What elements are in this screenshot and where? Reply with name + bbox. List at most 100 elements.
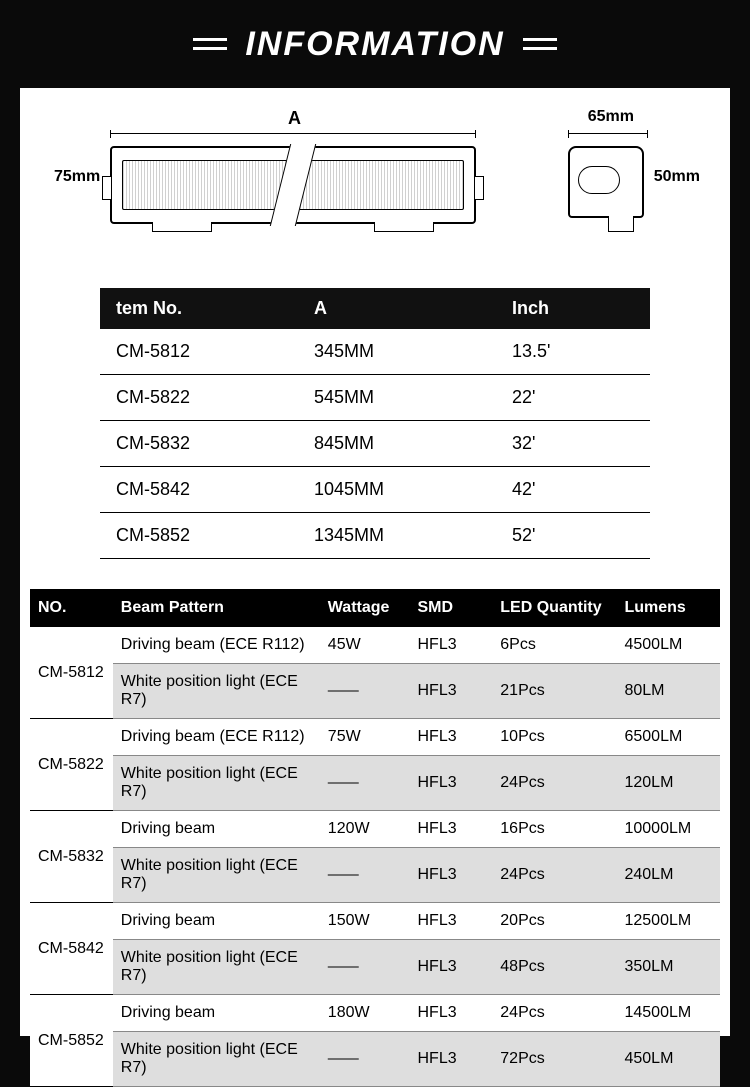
cell-no: CM-5842 — [100, 467, 298, 513]
cell-smd: HFL3 — [409, 1032, 492, 1087]
cell-a: 1045MM — [298, 467, 496, 513]
cell-no: CM-5822 — [100, 375, 298, 421]
cell-beam: White position light (ECE R7) — [113, 940, 320, 995]
cell-smd: HFL3 — [409, 940, 492, 995]
cell-no: CM-5812 — [30, 627, 113, 719]
cell-watt: 180W — [320, 995, 410, 1032]
cell-watt: 120W — [320, 811, 410, 848]
cell-watt: —— — [320, 756, 410, 811]
title-decor-right — [523, 38, 557, 50]
cell-beam: White position light (ECE R7) — [113, 848, 320, 903]
cell-ledq: 21Pcs — [492, 664, 616, 719]
th-watt: Wattage — [320, 589, 410, 627]
th-smd: SMD — [409, 589, 492, 627]
cell-lumens: 10000LM — [616, 811, 720, 848]
cell-ledq: 48Pcs — [492, 940, 616, 995]
cell-smd: HFL3 — [409, 756, 492, 811]
cell-lumens: 14500LM — [616, 995, 720, 1032]
table-row: CM-5822545MM22' — [100, 375, 650, 421]
cell-watt: 150W — [320, 903, 410, 940]
cell-beam: Driving beam (ECE R112) — [113, 627, 320, 664]
title-decor-left — [193, 38, 227, 50]
cell-no: CM-5812 — [100, 329, 298, 375]
table-row: CM-5812345MM13.5' — [100, 329, 650, 375]
cell-ledq: 16Pcs — [492, 811, 616, 848]
light-front-view — [110, 146, 476, 224]
table-row: White position light (ECE R7)——HFL324Pcs… — [30, 848, 720, 903]
table-row: CM-5832845MM32' — [100, 421, 650, 467]
cell-inch: 42' — [496, 467, 650, 513]
cell-no: CM-5852 — [30, 995, 113, 1087]
cell-beam: White position light (ECE R7) — [113, 664, 320, 719]
cell-beam: Driving beam — [113, 811, 320, 848]
cell-a: 845MM — [298, 421, 496, 467]
cell-no: CM-5832 — [30, 811, 113, 903]
cell-ledq: 24Pcs — [492, 995, 616, 1032]
content-panel: A 65mm 75mm 50mm tem No. A Inch CM-58123… — [20, 88, 730, 1036]
cell-smd: HFL3 — [409, 664, 492, 719]
dim-bar-65 — [568, 130, 648, 138]
cell-no: CM-5852 — [100, 513, 298, 559]
cell-no: CM-5842 — [30, 903, 113, 995]
cell-beam: Driving beam — [113, 995, 320, 1032]
table-row: CM-5852Driving beam180WHFL324Pcs14500LM — [30, 995, 720, 1032]
dim-label-75mm: 75mm — [54, 168, 100, 186]
cell-a: 1345MM — [298, 513, 496, 559]
table-row: CM-5822Driving beam (ECE R112)75WHFL310P… — [30, 719, 720, 756]
cell-smd: HFL3 — [409, 719, 492, 756]
cell-lumens: 350LM — [616, 940, 720, 995]
cell-ledq: 24Pcs — [492, 756, 616, 811]
cell-beam: Driving beam (ECE R112) — [113, 719, 320, 756]
cell-no: CM-5832 — [100, 421, 298, 467]
light-side-view — [568, 146, 644, 218]
cell-inch: 13.5' — [496, 329, 650, 375]
cell-ledq: 72Pcs — [492, 1032, 616, 1087]
cell-ledq: 20Pcs — [492, 903, 616, 940]
th-inch: Inch — [496, 288, 650, 329]
th-beam: Beam Pattern — [113, 589, 320, 627]
cell-lumens: 240LM — [616, 848, 720, 903]
th-no: NO. — [30, 589, 113, 627]
cell-a: 545MM — [298, 375, 496, 421]
th-a: A — [298, 288, 496, 329]
table-row: White position light (ECE R7)——HFL321Pcs… — [30, 664, 720, 719]
spec-table: NO. Beam Pattern Wattage SMD LED Quantit… — [30, 589, 720, 1087]
cell-watt: 45W — [320, 627, 410, 664]
cell-beam: White position light (ECE R7) — [113, 756, 320, 811]
cell-ledq: 6Pcs — [492, 627, 616, 664]
cell-beam: White position light (ECE R7) — [113, 1032, 320, 1087]
table-row: CM-5832Driving beam120WHFL316Pcs10000LM — [30, 811, 720, 848]
product-diagram: A 65mm 75mm 50mm — [50, 108, 700, 278]
cell-inch: 22' — [496, 375, 650, 421]
dim-label-50mm: 50mm — [654, 168, 700, 186]
cell-watt: —— — [320, 848, 410, 903]
cell-inch: 32' — [496, 421, 650, 467]
cell-inch: 52' — [496, 513, 650, 559]
dim-label-65mm: 65mm — [588, 108, 634, 126]
table-row: White position light (ECE R7)——HFL348Pcs… — [30, 940, 720, 995]
th-ledq: LED Quantity — [492, 589, 616, 627]
cell-lumens: 4500LM — [616, 627, 720, 664]
cell-smd: HFL3 — [409, 811, 492, 848]
cell-lumens: 12500LM — [616, 903, 720, 940]
table-row: White position light (ECE R7)——HFL324Pcs… — [30, 756, 720, 811]
cell-smd: HFL3 — [409, 903, 492, 940]
table-row: CM-5842Driving beam150WHFL320Pcs12500LM — [30, 903, 720, 940]
title-bar: INFORMATION — [0, 0, 750, 88]
cell-lumens: 450LM — [616, 1032, 720, 1087]
cell-no: CM-5822 — [30, 719, 113, 811]
th-lumens: Lumens — [616, 589, 720, 627]
table-row: CM-58421045MM42' — [100, 467, 650, 513]
cell-lumens: 6500LM — [616, 719, 720, 756]
cell-watt: 75W — [320, 719, 410, 756]
table-row: CM-5812Driving beam (ECE R112)45WHFL36Pc… — [30, 627, 720, 664]
cell-smd: HFL3 — [409, 627, 492, 664]
cell-watt: —— — [320, 1032, 410, 1087]
cell-ledq: 10Pcs — [492, 719, 616, 756]
cell-watt: —— — [320, 664, 410, 719]
cell-lumens: 120LM — [616, 756, 720, 811]
cell-ledq: 24Pcs — [492, 848, 616, 903]
table-row: White position light (ECE R7)——HFL372Pcs… — [30, 1032, 720, 1087]
cell-watt: —— — [320, 940, 410, 995]
dimensions-table: tem No. A Inch CM-5812345MM13.5'CM-58225… — [100, 288, 650, 559]
